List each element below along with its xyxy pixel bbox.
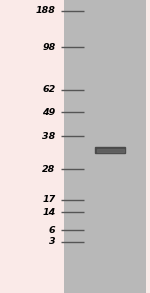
Text: 6: 6 (49, 226, 56, 234)
Text: 3: 3 (49, 237, 56, 246)
Text: 17: 17 (42, 195, 56, 204)
Text: 38: 38 (42, 132, 56, 141)
Bar (0, 0, 64, 293)
Bar (64, 0, 150, 293)
Text: 14: 14 (42, 208, 56, 217)
Text: 49: 49 (42, 108, 56, 117)
Text: 28: 28 (42, 165, 56, 174)
Text: 62: 62 (42, 86, 56, 94)
Bar (97, 149, 124, 152)
Bar (146, 0, 150, 293)
Bar (95, 147, 125, 153)
Text: 188: 188 (36, 6, 56, 15)
Text: 98: 98 (42, 43, 56, 52)
